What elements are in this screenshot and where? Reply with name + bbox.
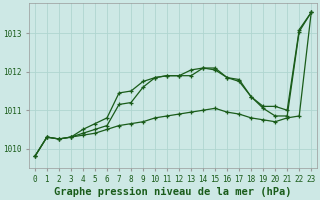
X-axis label: Graphe pression niveau de la mer (hPa): Graphe pression niveau de la mer (hPa) xyxy=(54,187,292,197)
